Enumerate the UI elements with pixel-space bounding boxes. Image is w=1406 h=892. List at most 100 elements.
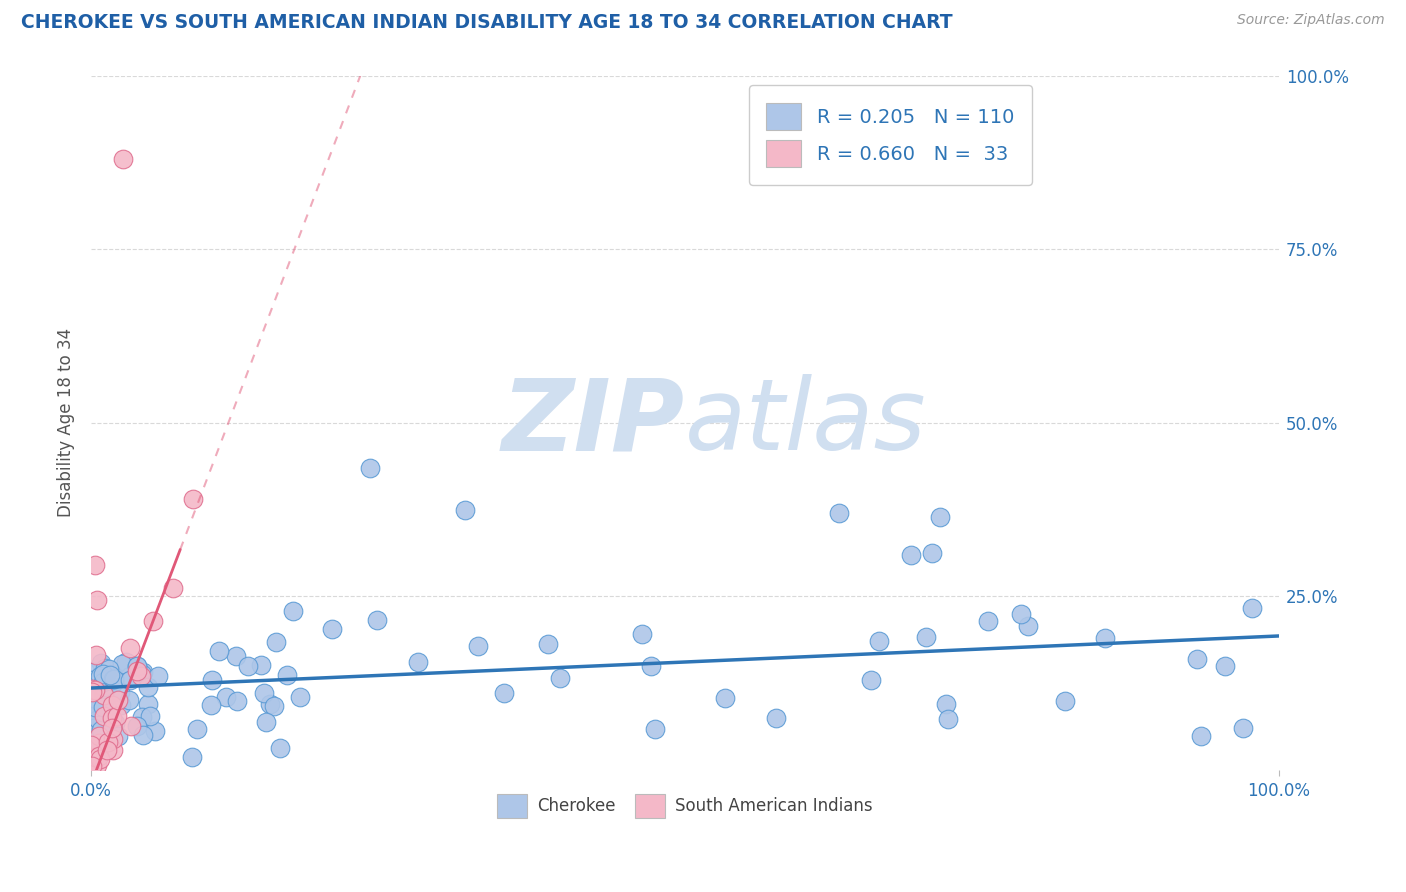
Point — [97, 734, 120, 748]
Point — [87, 712, 110, 726]
Point — [82, 665, 104, 679]
Point — [96, 734, 118, 748]
Point — [225, 648, 247, 663]
Point — [264, 634, 287, 648]
Point — [138, 709, 160, 723]
Point — [127, 719, 149, 733]
Point — [181, 491, 204, 506]
Point — [1185, 651, 1208, 665]
Point — [90, 723, 112, 737]
Point — [104, 671, 127, 685]
Point — [80, 738, 103, 752]
Point — [900, 548, 922, 562]
Point — [366, 614, 388, 628]
Point — [93, 709, 115, 723]
Point — [84, 724, 107, 739]
Point — [100, 721, 122, 735]
Point — [118, 693, 141, 707]
Point — [101, 742, 124, 756]
Point — [1054, 693, 1077, 707]
Point — [914, 630, 936, 644]
Point — [828, 506, 851, 520]
Point — [84, 682, 107, 697]
Point — [215, 690, 238, 705]
Point — [91, 674, 114, 689]
Point — [269, 741, 291, 756]
Point — [118, 673, 141, 687]
Point — [859, 673, 882, 688]
Point — [765, 710, 787, 724]
Point — [100, 695, 122, 709]
Point — [93, 696, 115, 710]
Point — [1017, 619, 1039, 633]
Point — [87, 709, 110, 723]
Point — [1010, 607, 1032, 622]
Point — [142, 615, 165, 629]
Point — [112, 152, 135, 166]
Point — [186, 722, 208, 736]
Point — [98, 662, 121, 676]
Point — [201, 673, 224, 688]
Point — [406, 656, 429, 670]
Point — [108, 685, 131, 699]
Point — [89, 669, 111, 683]
Point — [84, 648, 107, 663]
Point — [97, 708, 120, 723]
Point — [90, 657, 112, 671]
Point — [467, 640, 489, 654]
Point — [1213, 658, 1236, 673]
Point — [80, 673, 103, 688]
Point — [101, 711, 124, 725]
Point — [254, 714, 277, 729]
Point — [94, 697, 117, 711]
Point — [1189, 729, 1212, 743]
Point — [131, 665, 153, 679]
Point — [288, 690, 311, 705]
Point — [84, 699, 107, 714]
Point — [250, 658, 273, 673]
Point — [118, 668, 141, 682]
Point — [105, 709, 128, 723]
Point — [87, 696, 110, 710]
Point — [132, 728, 155, 742]
Point — [548, 671, 571, 685]
Point — [101, 698, 124, 713]
Point — [94, 686, 117, 700]
Point — [454, 502, 477, 516]
Point — [104, 715, 127, 730]
Point — [86, 706, 108, 721]
Point — [98, 668, 121, 682]
Point — [162, 581, 184, 595]
Y-axis label: Disability Age 18 to 34: Disability Age 18 to 34 — [58, 328, 75, 517]
Point — [640, 659, 662, 673]
Text: ZIP: ZIP — [502, 375, 685, 471]
Point — [91, 700, 114, 714]
Point — [80, 682, 103, 697]
Point — [101, 731, 124, 746]
Point — [321, 622, 343, 636]
Point — [93, 709, 115, 723]
Text: CHEROKEE VS SOUTH AMERICAN INDIAN DISABILITY AGE 18 TO 34 CORRELATION CHART: CHEROKEE VS SOUTH AMERICAN INDIAN DISABI… — [21, 13, 953, 32]
Point — [131, 710, 153, 724]
Point — [131, 667, 153, 681]
Point — [1241, 600, 1264, 615]
Point — [200, 698, 222, 712]
Point — [96, 743, 118, 757]
Point — [101, 672, 124, 686]
Point — [86, 592, 108, 607]
Point — [89, 731, 111, 746]
Point — [110, 698, 132, 712]
Point — [259, 697, 281, 711]
Point — [91, 706, 114, 720]
Point — [868, 634, 890, 648]
Point — [90, 679, 112, 693]
Point — [120, 641, 142, 656]
Point — [107, 730, 129, 744]
Point — [226, 693, 249, 707]
Point — [143, 723, 166, 738]
Point — [136, 680, 159, 694]
Point — [148, 669, 170, 683]
Text: Source: ZipAtlas.com: Source: ZipAtlas.com — [1237, 13, 1385, 28]
Point — [86, 758, 108, 772]
Point — [644, 722, 666, 736]
